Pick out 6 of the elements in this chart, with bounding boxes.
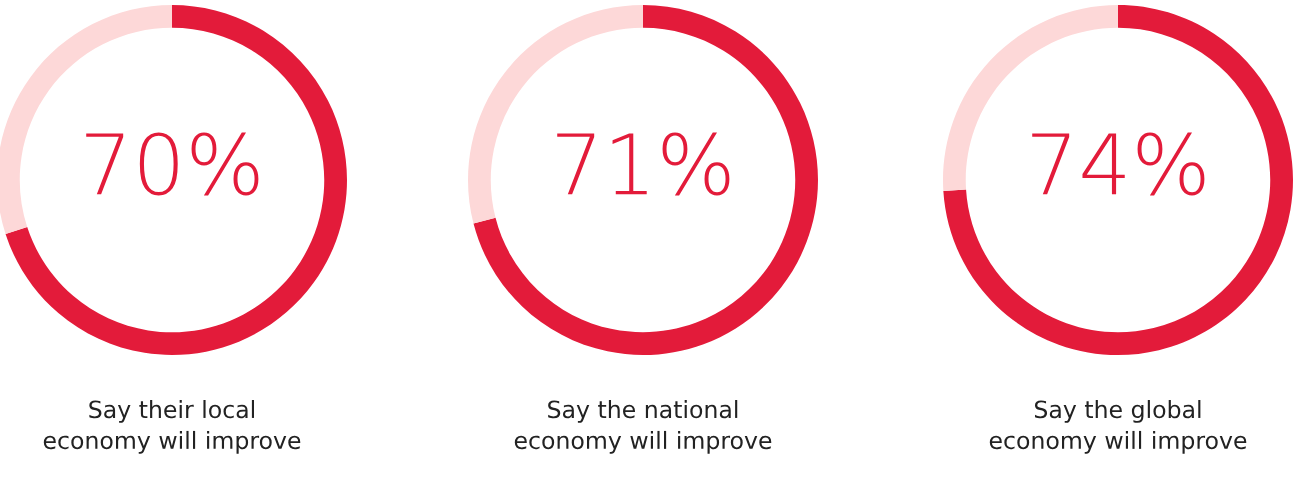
data-label: 71%: [557, 132, 730, 196]
data-label: 74%: [1032, 132, 1205, 196]
data-label: 70%: [86, 132, 259, 196]
text: Say the national economy will improve: [514, 400, 772, 454]
text: Say the global economy will improve: [989, 400, 1247, 454]
text: Say their local economy will improve: [43, 400, 301, 454]
